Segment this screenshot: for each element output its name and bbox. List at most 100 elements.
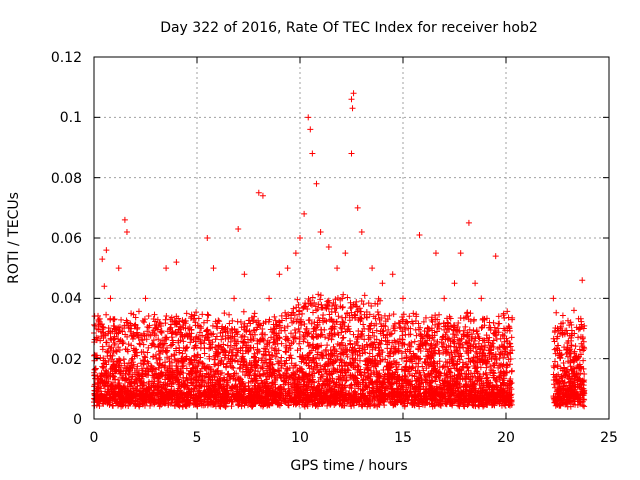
data-point xyxy=(145,312,152,319)
data-point xyxy=(150,337,157,344)
data-point xyxy=(462,339,469,346)
data-point xyxy=(309,294,316,301)
data-point xyxy=(100,364,107,371)
data-point xyxy=(350,331,357,338)
data-point xyxy=(296,328,303,335)
data-point xyxy=(223,360,230,367)
data-point xyxy=(226,320,233,327)
data-point xyxy=(204,317,211,324)
data-point xyxy=(353,339,360,346)
data-point xyxy=(387,360,394,367)
data-point xyxy=(263,359,270,366)
data-point xyxy=(271,313,278,320)
data-point xyxy=(357,308,364,315)
data-point xyxy=(236,365,243,372)
data-point xyxy=(318,304,325,311)
data-point xyxy=(334,353,341,360)
data-point xyxy=(487,363,494,370)
data-point xyxy=(401,367,408,374)
data-point xyxy=(260,360,267,367)
data-point xyxy=(235,402,242,409)
data-point xyxy=(397,325,404,332)
data-point xyxy=(481,316,488,323)
data-point xyxy=(358,402,365,409)
data-point xyxy=(100,324,107,331)
data-point xyxy=(200,360,207,367)
data-point xyxy=(360,321,367,328)
data-point xyxy=(371,332,378,339)
data-point xyxy=(344,294,351,301)
data-point xyxy=(317,296,324,303)
data-point xyxy=(196,329,203,336)
data-point xyxy=(211,356,218,363)
data-point xyxy=(212,336,219,343)
data-point xyxy=(91,313,98,320)
data-point xyxy=(341,402,348,409)
data-point xyxy=(110,316,117,323)
data-point xyxy=(233,353,240,360)
data-point xyxy=(307,349,314,356)
data-point xyxy=(299,375,306,382)
data-point xyxy=(236,375,243,382)
data-point xyxy=(276,323,283,330)
data-point xyxy=(314,351,321,358)
data-point xyxy=(105,357,112,364)
data-point xyxy=(120,339,127,346)
data-point xyxy=(413,332,420,339)
data-point xyxy=(180,338,187,345)
data-point xyxy=(358,297,365,304)
data-point xyxy=(200,319,207,326)
data-point xyxy=(464,364,471,371)
data-point xyxy=(157,379,164,386)
data-point xyxy=(272,341,279,348)
data-point xyxy=(188,379,195,386)
data-point xyxy=(315,314,322,321)
data-point xyxy=(119,328,126,335)
data-point xyxy=(222,349,229,356)
data-point xyxy=(297,345,304,352)
data-point xyxy=(307,301,314,308)
data-point xyxy=(324,342,331,349)
data-point xyxy=(179,350,186,357)
data-point xyxy=(423,365,430,372)
data-point xyxy=(267,326,274,333)
data-point xyxy=(284,323,291,330)
data-point xyxy=(335,313,342,320)
data-point xyxy=(495,313,502,320)
data-point xyxy=(367,334,374,341)
data-point xyxy=(300,305,307,312)
data-point xyxy=(455,320,462,327)
data-point xyxy=(229,346,236,353)
data-point xyxy=(167,342,174,349)
data-point xyxy=(153,332,160,339)
data-point xyxy=(470,327,477,334)
data-point xyxy=(262,348,269,355)
data-point xyxy=(229,364,236,371)
data-point xyxy=(135,402,142,409)
data-point xyxy=(225,332,232,339)
data-point xyxy=(381,312,388,319)
data-point xyxy=(437,402,444,409)
data-point xyxy=(347,299,354,306)
data-point xyxy=(108,356,115,363)
data-point xyxy=(215,317,222,324)
data-point xyxy=(317,292,324,299)
data-point xyxy=(115,335,122,342)
data-point xyxy=(226,311,233,318)
data-point xyxy=(347,305,354,312)
data-point xyxy=(246,328,253,335)
data-point xyxy=(390,311,397,318)
data-point xyxy=(358,372,365,379)
data-point xyxy=(361,292,368,299)
data-point xyxy=(390,358,397,365)
data-point xyxy=(478,324,485,331)
data-point xyxy=(451,334,458,341)
data-point xyxy=(481,342,488,349)
data-point xyxy=(247,331,254,338)
data-point xyxy=(205,312,212,319)
data-point xyxy=(374,308,381,315)
data-point xyxy=(111,316,118,323)
data-point xyxy=(132,379,139,386)
data-point xyxy=(91,366,98,373)
data-point xyxy=(245,379,252,386)
